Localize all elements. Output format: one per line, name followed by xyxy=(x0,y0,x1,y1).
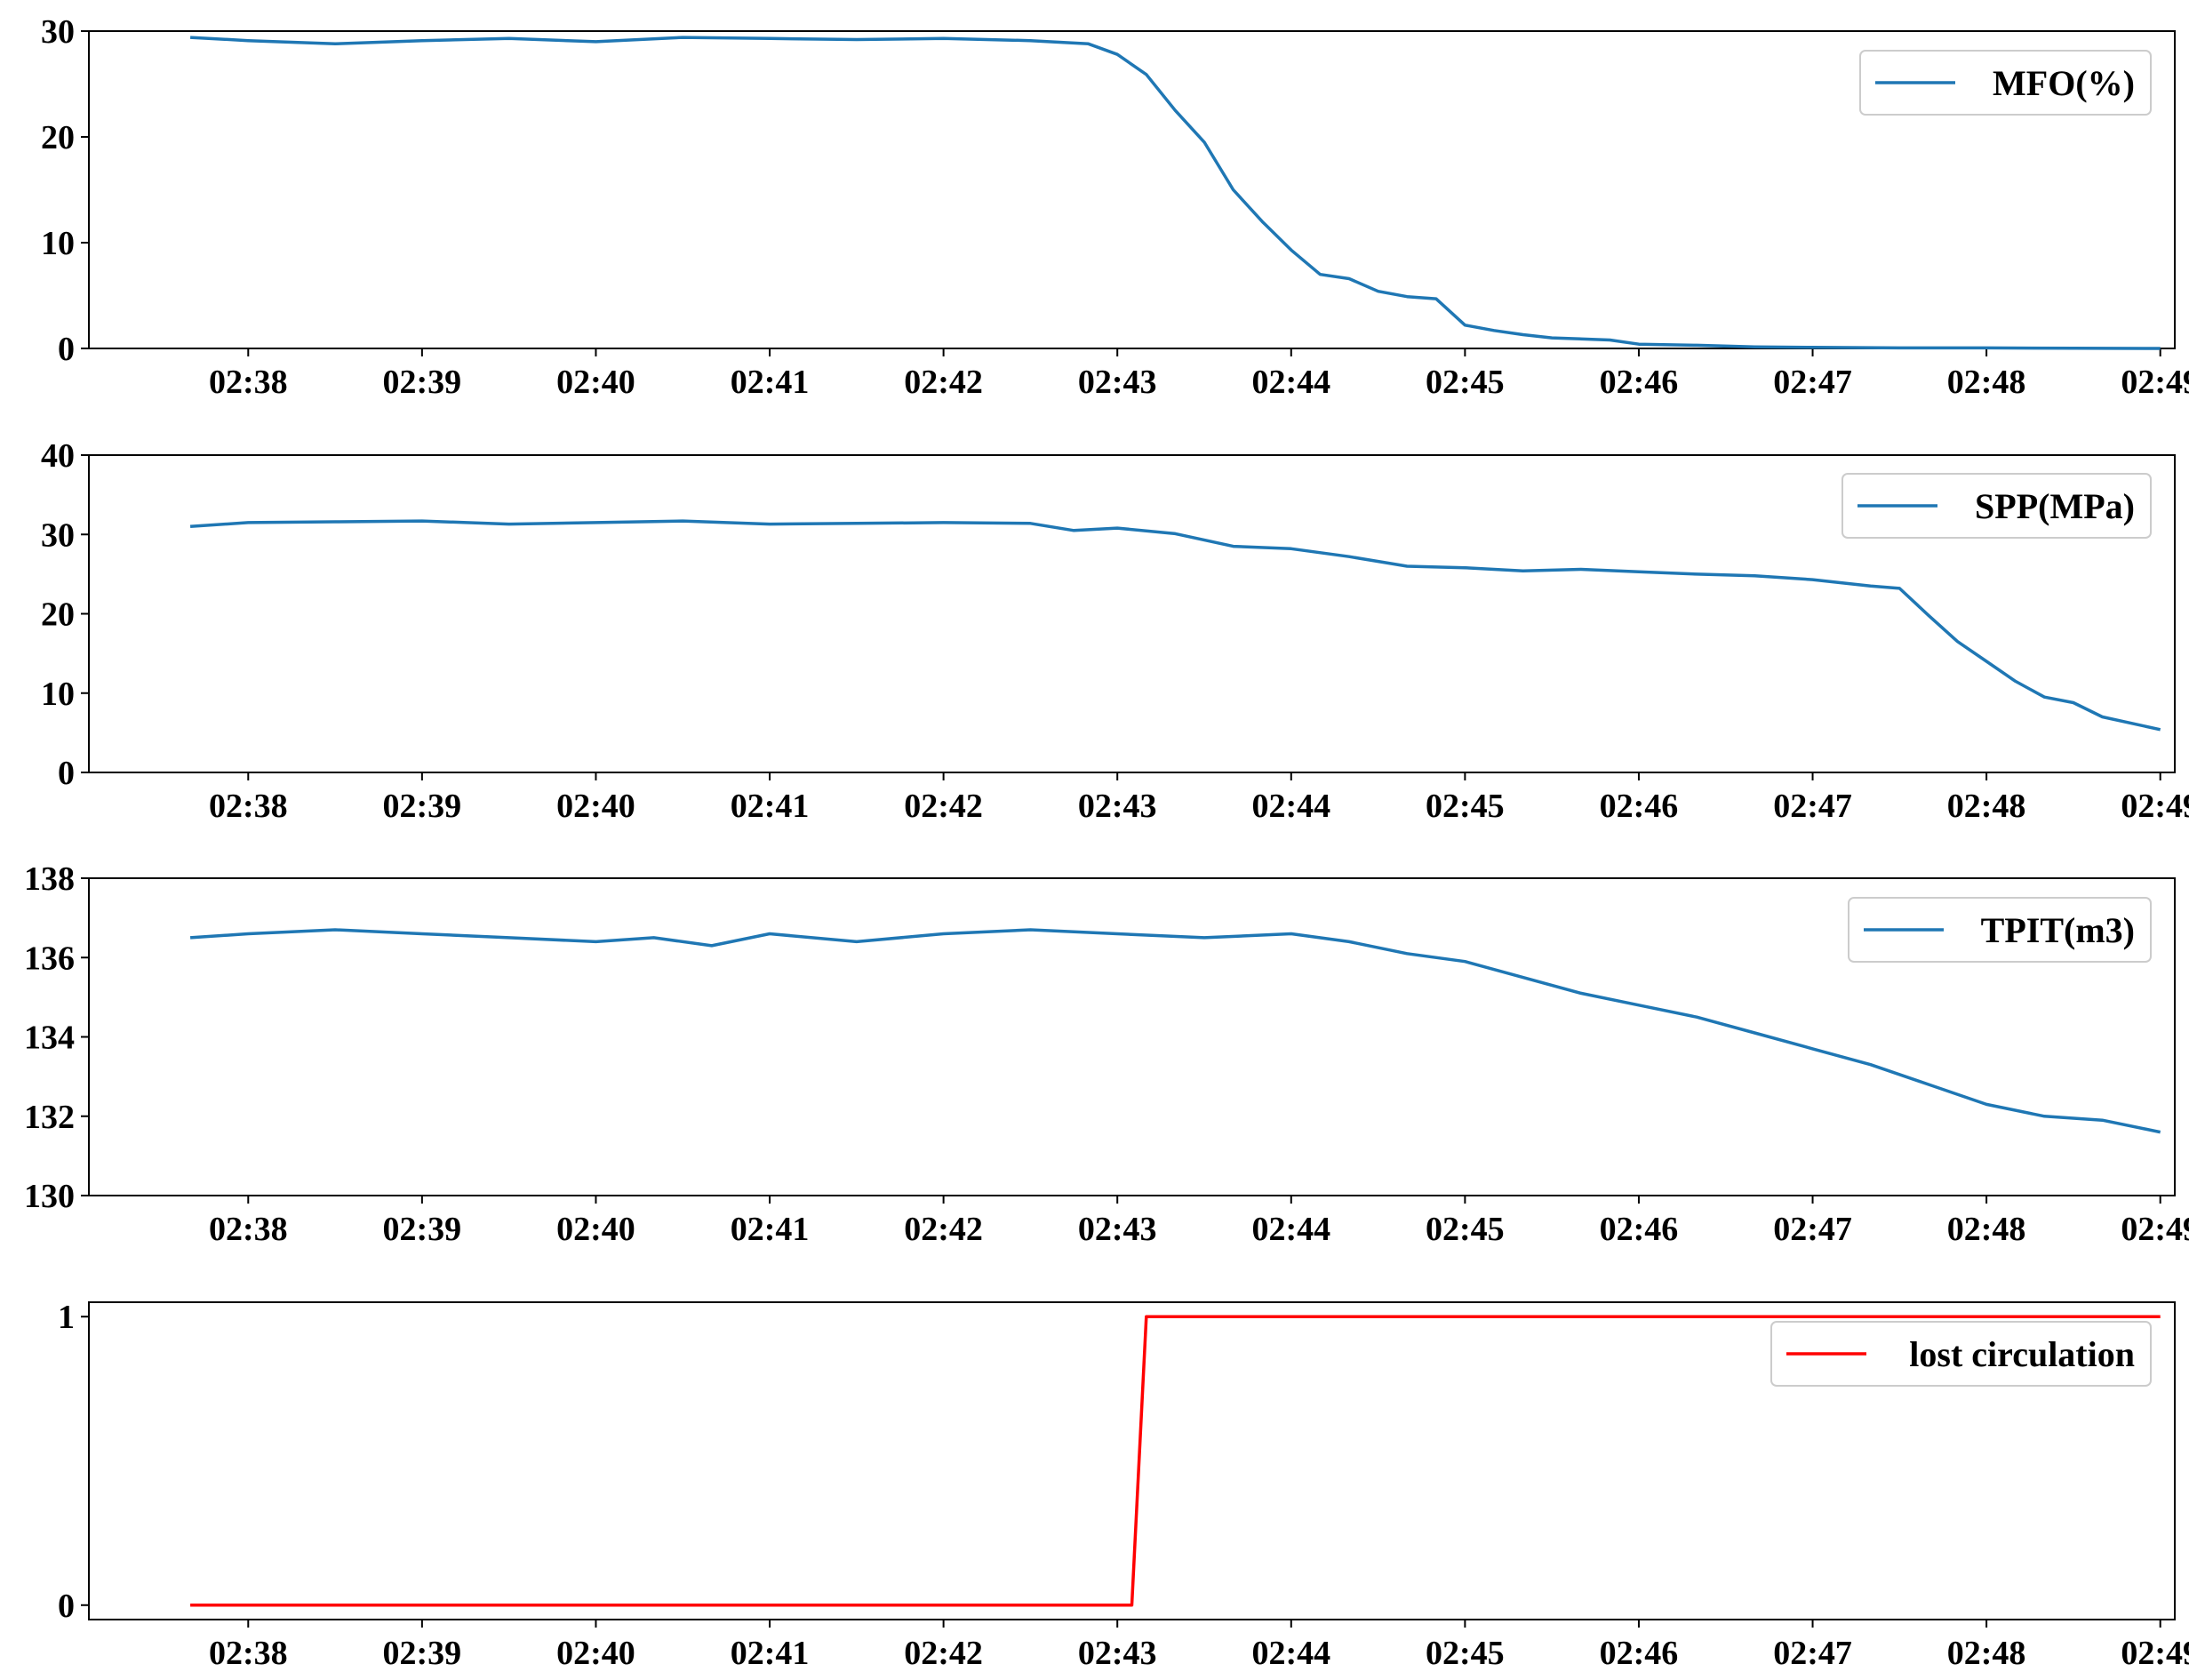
chart-panel-1: 02:38 02:39 02:40 02:41 02:42 02:43 02:44 02:45… xyxy=(41,13,2189,401)
x-tick-label: 02:45 xyxy=(1426,1211,1505,1248)
x-tick-label: 02:42 xyxy=(904,788,983,825)
y-tick-label: 10 xyxy=(41,676,75,713)
y-tick-label: 138 xyxy=(24,860,75,898)
x-tick-label: 02:47 xyxy=(1773,1211,1852,1248)
x-tick-label: 02:45 xyxy=(1426,1635,1505,1672)
x-tick-label: 02:38 xyxy=(209,1635,288,1672)
legend-label: SPP(MPa) xyxy=(1975,486,2135,526)
x-tick-label: 02:47 xyxy=(1773,1635,1852,1672)
x-tick-label: 02:43 xyxy=(1078,1635,1157,1672)
x-tick-label: 02:43 xyxy=(1078,788,1157,825)
chart-panel-3: 02:38 02:39 02:40 02:41 02:42 02:43 02:44 02:45… xyxy=(24,860,2189,1248)
x-tick-label: 02:40 xyxy=(556,364,635,401)
x-tick-label: 02:47 xyxy=(1773,364,1852,401)
x-tick-label: 02:42 xyxy=(904,364,983,401)
y-tick-label: 136 xyxy=(24,940,75,977)
x-tick-label: 02:44 xyxy=(1251,1211,1330,1248)
legend-label: lost circulation xyxy=(1909,1334,2135,1374)
x-tick-label: 02:40 xyxy=(556,1211,635,1248)
x-tick-label: 02:40 xyxy=(556,788,635,825)
x-tick-label: 02:39 xyxy=(383,1635,462,1672)
series-line xyxy=(189,928,2161,1134)
legend-box xyxy=(1770,1321,2152,1387)
series-line xyxy=(190,36,2161,350)
y-tick-label: 30 xyxy=(41,13,75,51)
x-tick-label: 02:44 xyxy=(1251,364,1330,401)
y-tick-label: 30 xyxy=(41,516,75,554)
y-tick-label: 130 xyxy=(24,1178,75,1215)
x-tick-label: 02:41 xyxy=(731,364,810,401)
y-tick-label: 132 xyxy=(24,1099,75,1136)
y-tick-label: 20 xyxy=(41,596,75,634)
x-tick-label: 02:38 xyxy=(209,1211,288,1248)
x-tick-label: 02:46 xyxy=(1600,364,1679,401)
x-tick-label: 02:44 xyxy=(1251,788,1330,825)
x-tick-label: 02:40 xyxy=(556,1635,635,1672)
y-tick-label: 1 xyxy=(58,1299,75,1336)
x-tick-label: 02:45 xyxy=(1426,788,1505,825)
x-tick-label: 02:46 xyxy=(1600,1211,1679,1248)
y-tick-label: 40 xyxy=(41,437,75,475)
x-tick-label: 02:49 xyxy=(2121,788,2189,825)
legend: lost circulation xyxy=(1770,1321,2152,1387)
x-tick-label: 02:48 xyxy=(1947,788,2026,825)
y-tick-label: 0 xyxy=(58,1588,75,1625)
y-tick-label: 0 xyxy=(58,331,75,368)
x-tick-label: 02:48 xyxy=(1947,1211,2026,1248)
x-tick-label: 02:43 xyxy=(1078,1211,1157,1248)
legend-box xyxy=(1859,50,2152,116)
axes-frame xyxy=(88,30,2176,349)
x-tick-label: 02:42 xyxy=(904,1211,983,1248)
legend-label: MFO(%) xyxy=(1993,63,2135,103)
x-tick-label: 02:48 xyxy=(1947,364,2026,401)
x-tick-label: 02:46 xyxy=(1600,788,1679,825)
x-tick-label: 02:49 xyxy=(2121,364,2189,401)
legend-box xyxy=(1848,897,2152,963)
x-tick-label: 02:44 xyxy=(1251,1635,1330,1672)
x-tick-label: 02:49 xyxy=(2121,1635,2189,1672)
chart-panel-4: 02:38 02:39 02:40 02:41 02:42 02:43 02:44 02:45… xyxy=(58,1299,2189,1672)
series-line xyxy=(189,519,2161,732)
x-tick-label: 02:42 xyxy=(904,1635,983,1672)
series-line xyxy=(190,1315,2161,1607)
x-tick-label: 02:43 xyxy=(1078,364,1157,401)
legend: MFO(%) xyxy=(1859,50,2152,116)
x-tick-label: 02:48 xyxy=(1947,1635,2026,1672)
chart-panel-2: 02:38 02:39 02:40 02:41 02:42 02:43 02:44 02:45… xyxy=(41,437,2189,825)
y-tick-label: 10 xyxy=(41,225,75,262)
y-tick-label: 0 xyxy=(58,755,75,792)
x-tick-label: 02:39 xyxy=(383,364,462,401)
axes-frame xyxy=(88,1301,2176,1620)
y-tick-label: 134 xyxy=(24,1020,75,1057)
x-tick-label: 02:38 xyxy=(209,788,288,825)
x-tick-label: 02:45 xyxy=(1426,364,1505,401)
x-tick-label: 02:47 xyxy=(1773,788,1852,825)
legend: TPIT(m3) xyxy=(1848,897,2152,963)
x-tick-label: 02:39 xyxy=(383,1211,462,1248)
x-tick-label: 02:46 xyxy=(1600,1635,1679,1672)
x-tick-label: 02:38 xyxy=(209,364,288,401)
legend: SPP(MPa) xyxy=(1841,473,2152,539)
x-tick-label: 02:39 xyxy=(383,788,462,825)
legend-box xyxy=(1841,473,2152,539)
legend-label: TPIT(m3) xyxy=(1981,910,2135,950)
x-tick-label: 02:41 xyxy=(731,1211,810,1248)
x-tick-label: 02:41 xyxy=(731,788,810,825)
x-tick-label: 02:49 xyxy=(2121,1211,2189,1248)
y-tick-label: 20 xyxy=(41,119,75,156)
x-tick-label: 02:41 xyxy=(731,1635,810,1672)
